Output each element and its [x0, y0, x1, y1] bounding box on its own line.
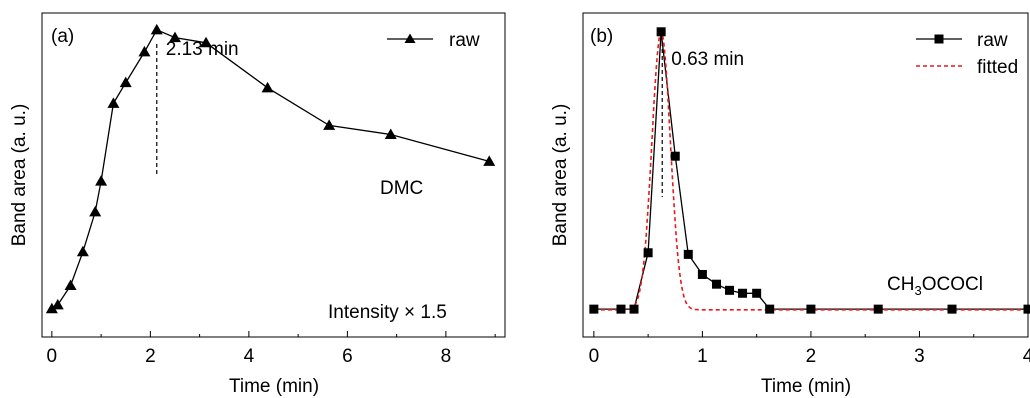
x-tick-label-a-1: 2	[145, 346, 156, 367]
legend-marker-raw-b	[934, 34, 944, 44]
data-point-b-8	[712, 279, 721, 289]
y-axis-title-b: Band area (a. u.)	[550, 104, 571, 247]
plot-frame-a	[41, 12, 506, 338]
plot-frame-b	[582, 12, 1029, 338]
data-point-a-14	[384, 128, 397, 139]
data-point-b-4	[656, 27, 666, 37]
x-tick-label-b-3: 3	[914, 346, 925, 367]
legend-label-raw-b: raw	[977, 30, 1008, 51]
series-lines-b	[593, 30, 1028, 311]
data-point-a-15	[483, 155, 496, 166]
compound-label-a: DMC	[380, 178, 423, 199]
series-line-a-0	[51, 28, 490, 310]
data-point-a-5	[95, 175, 108, 186]
compound-label-b-sub: 3	[914, 283, 921, 298]
x-tick-label-a-0: 0	[47, 346, 58, 367]
x-tick-label-b-0: 0	[589, 346, 600, 367]
data-point-a-10	[168, 31, 181, 43]
data-point-b-15	[947, 304, 957, 314]
x-axis-ticks-b: 0 1 2 3 4	[589, 331, 1030, 367]
data-point-b-6	[683, 249, 693, 259]
data-point-a-11	[200, 36, 213, 48]
x-axis-title-a: Time (min)	[229, 376, 319, 397]
compound-label-b-tail: OCOCl	[922, 274, 983, 295]
data-point-a-1	[51, 298, 64, 310]
x-tick-label-a-2: 4	[244, 346, 255, 367]
series-line-b-0	[593, 31, 1028, 310]
data-point-b-11	[752, 288, 762, 298]
data-point-a-9	[150, 23, 163, 35]
data-point-a-13	[323, 119, 336, 130]
series-markers-b	[589, 27, 1030, 314]
data-point-b-14	[873, 304, 883, 314]
data-point-a-2	[64, 279, 77, 290]
legend-label-fitted-b: fitted	[977, 57, 1018, 78]
data-point-a-0	[45, 302, 58, 314]
data-point-b-9	[725, 285, 735, 295]
y-axis-title-a: Band area (a. u.)	[9, 104, 30, 247]
x-tick-label-a-4: 8	[441, 346, 452, 367]
series-lines-a	[51, 28, 490, 310]
data-point-a-12	[261, 81, 274, 93]
panel-a: 0 2 4 6 8 (a) 2.13 min DMC Intensity × 1.5 r…	[9, 12, 506, 397]
data-point-b-10	[738, 288, 748, 298]
data-point-b-7	[697, 269, 707, 279]
x-axis-ticks-a: 0 2 4 6 8	[47, 331, 496, 367]
data-point-b-5	[670, 151, 680, 161]
peak-label-b: 0.63 min	[671, 49, 744, 70]
legend-b: raw fitted	[916, 30, 1018, 78]
data-point-b-13	[806, 304, 816, 314]
data-point-b-12	[765, 304, 775, 314]
data-point-a-4	[89, 205, 102, 217]
data-point-b-2	[629, 304, 639, 314]
legend-label-raw-a: raw	[449, 30, 480, 51]
x-tick-label-b-1: 1	[697, 346, 708, 367]
panel-label-b: (b)	[590, 26, 613, 47]
compound-label-b-main: CH	[887, 274, 914, 295]
series-markers-a	[45, 23, 496, 314]
compound-label-b: CH3OCOCl	[887, 274, 983, 298]
x-tick-label-b-4: 4	[1023, 346, 1030, 367]
data-point-b-0	[589, 304, 599, 314]
intensity-label-a: Intensity × 1.5	[328, 302, 447, 323]
peak-label-a: 2.13 min	[166, 39, 239, 60]
x-axis-title-b: Time (min)	[761, 376, 851, 397]
data-point-b-1	[616, 304, 626, 314]
legend-marker-a	[404, 33, 416, 43]
data-point-b-16	[1023, 304, 1030, 314]
data-point-b-3	[643, 248, 653, 258]
data-point-a-3	[76, 245, 89, 257]
data-point-a-6	[107, 97, 120, 108]
x-tick-label-a-3: 6	[342, 346, 353, 367]
legend-a: raw	[387, 30, 480, 51]
data-point-a-7	[119, 76, 132, 88]
panel-label-a: (a)	[51, 26, 74, 47]
x-tick-label-b-2: 2	[806, 346, 817, 367]
data-point-a-8	[138, 45, 151, 57]
